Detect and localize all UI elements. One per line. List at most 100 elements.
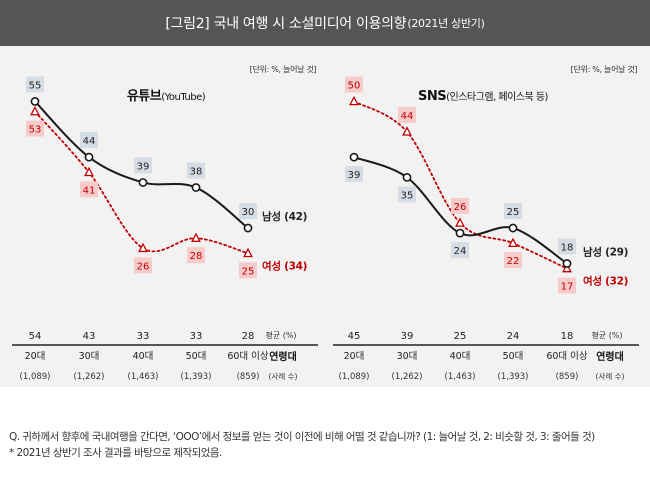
category-label: 60대 이상 [227, 351, 269, 362]
value-box-male [239, 203, 257, 220]
value-label-female: 22 [507, 256, 520, 267]
point-female [455, 217, 465, 227]
figure-header: [그림2] 국내 여행 시 소셜미디어 이용의향 (2021년 상반기) [0, 0, 650, 46]
category-label: 20대 [344, 351, 365, 362]
value-label-female: 53 [29, 125, 42, 136]
point-female [243, 247, 253, 258]
point-male [138, 178, 148, 187]
point-female [84, 166, 94, 177]
series-line-female [353, 100, 568, 270]
sample-size-label: (1,393) [498, 372, 529, 382]
category-label: 50대 [503, 351, 524, 362]
value-box-female [187, 247, 205, 264]
value-label-female: 26 [454, 202, 467, 213]
sample-size-label: (1,262) [74, 372, 105, 382]
value-box-female [345, 76, 363, 93]
value-box-female [80, 181, 98, 198]
point-female [562, 262, 572, 273]
value-label-female: 44 [401, 111, 414, 122]
value-label-female: 17 [561, 282, 574, 293]
point-male [349, 152, 359, 162]
average-label: 평균 (%) [265, 330, 296, 340]
value-box-female [558, 277, 576, 294]
category-label: 40대 [133, 351, 154, 362]
point-male [191, 183, 201, 192]
value-box-male [451, 242, 469, 259]
figure-footer: Q. 귀하께서 향후에 국내여행을 간다면, ‘OOO’에서 정보를 얻는 것이… [0, 387, 650, 477]
value-label-male: 18 [561, 242, 574, 253]
average-label: 평균 (%) [591, 330, 622, 340]
average-value: 54 [29, 331, 42, 342]
value-label-male: 39 [137, 161, 150, 172]
age-group-label: 연령대 [269, 350, 297, 363]
category-label: 60대 이상 [546, 351, 588, 362]
value-box-female [504, 252, 522, 269]
average-value: 43 [83, 331, 96, 342]
charts-svg: [단위: %, 늘어날 것] 유튜브(YouTube) 55 44 39 38 30 53 41… [12, 64, 639, 346]
category-label: 40대 [450, 351, 471, 362]
sample-count-label: (사례 수) [596, 371, 625, 381]
figure-title-period: (2021년 상반기) [407, 17, 485, 30]
chart-panel: [단위: %, 늘어날 것] 유튜브(YouTube) 55 44 39 38 30 53 41… [0, 46, 650, 387]
value-box-male [187, 162, 205, 179]
category-label: 50대 [186, 351, 207, 362]
sample-size-label: (859) [237, 372, 260, 382]
chart-title: SNS(인스타그램, 페이스북 등) [418, 89, 549, 104]
value-label-male: 38 [190, 167, 203, 178]
value-label-male: 25 [507, 207, 520, 218]
chart-sns: [단위: %, 늘어날 것] SNS(인스타그램, 페이스북 등) 39 35 24 25… [333, 64, 639, 346]
value-box-male [345, 166, 363, 183]
sample-size-label: (1,089) [20, 372, 51, 382]
legend-label-male: 남성 (42) [262, 210, 307, 223]
point-female [191, 232, 201, 242]
point-male [508, 223, 518, 233]
value-box-male [558, 238, 576, 255]
age-group-label: 연령대 [596, 350, 624, 363]
point-female [30, 105, 40, 116]
point-male [455, 228, 465, 238]
sample-size-label: (1,393) [181, 372, 212, 382]
value-label-male: 35 [401, 190, 414, 201]
sample-count-label: (사례 수) [269, 371, 298, 381]
point-male [30, 97, 40, 106]
value-box-male [398, 186, 416, 203]
value-box-male [80, 132, 98, 149]
chart-youtube: [단위: %, 늘어날 것] 유튜브(YouTube) 55 44 39 38 30 53 41… [12, 64, 318, 346]
average-value: 33 [137, 331, 150, 342]
survey-question: Q. 귀하께서 향후에 국내여행을 간다면, ‘OOO’에서 정보를 얻는 것이… [9, 431, 595, 443]
average-value: 24 [507, 331, 520, 342]
value-label-male: 24 [454, 246, 467, 257]
legend-label-female: 여성 (34) [262, 259, 307, 272]
sample-size-label: (859) [556, 372, 579, 382]
value-label-female: 28 [190, 251, 203, 262]
point-male [84, 152, 94, 162]
point-female [402, 126, 412, 136]
value-label-male: 30 [242, 207, 255, 218]
value-label-female: 25 [242, 266, 255, 277]
value-label-female: 26 [137, 261, 150, 272]
category-label: 30대 [79, 351, 100, 362]
value-box-male [504, 203, 522, 220]
average-value: 33 [190, 331, 203, 342]
point-male [562, 259, 572, 268]
sample-size-label: (1,463) [445, 372, 476, 382]
value-label-male: 39 [348, 170, 361, 181]
value-label-male: 55 [29, 80, 42, 91]
legend-label-male: 남성 (29) [583, 245, 628, 258]
sample-size-label: (1,089) [339, 372, 370, 382]
point-male [402, 173, 412, 182]
value-box-female [451, 197, 469, 214]
axis-labels-svg: 20대 (1,089) 30대 (1,262) 40대 (1,463) 50대 (1,393)… [20, 350, 625, 382]
value-box-female [26, 120, 44, 137]
average-value: 39 [401, 331, 414, 342]
sample-size-label: (1,262) [392, 372, 423, 382]
legend-label-female: 여성 (32) [583, 275, 628, 288]
value-label-female: 50 [348, 80, 361, 91]
average-value: 28 [242, 331, 255, 342]
sample-size-label: (1,463) [128, 372, 159, 382]
value-label-male: 44 [83, 136, 96, 147]
unit-label: [단위: %, 늘어날 것] [250, 64, 317, 74]
point-male [243, 223, 253, 233]
point-female [138, 242, 148, 253]
unit-label: [단위: %, 늘어날 것] [571, 64, 638, 74]
